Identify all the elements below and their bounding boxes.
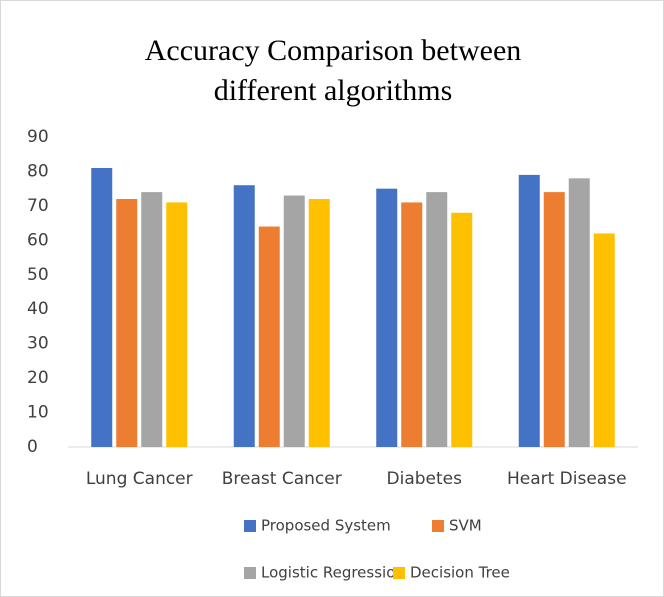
x-tick-label: Diabetes (387, 469, 463, 489)
chart-title: Accuracy Comparison between different al… (144, 34, 522, 107)
y-tick-label: 80 (27, 161, 49, 181)
bar (166, 202, 188, 447)
bar (258, 226, 280, 447)
bar (376, 188, 398, 447)
bar (426, 192, 448, 447)
legend-label: Proposed System (261, 517, 391, 535)
bar (568, 178, 590, 448)
bar (543, 192, 565, 447)
y-tick-label: 70 (27, 196, 49, 216)
x-tick-label: Heart Disease (507, 469, 627, 489)
bar (451, 212, 473, 447)
x-tick-label: Breast Cancer (222, 469, 342, 489)
y-tick-label: 40 (27, 299, 49, 319)
legend-label: Decision Tree (410, 564, 510, 582)
y-tick-label: 10 (27, 403, 49, 423)
legend-label: SVM (449, 517, 482, 535)
legend-swatch (244, 520, 256, 532)
legend-swatch (244, 567, 256, 579)
bar (518, 174, 540, 447)
bar (593, 233, 615, 447)
bar (308, 199, 330, 447)
y-tick-label: 30 (27, 334, 49, 354)
y-tick-label: 50 (27, 265, 49, 285)
bar (116, 199, 138, 447)
y-tick-label: 90 (27, 127, 49, 147)
y-tick-label: 20 (27, 368, 49, 388)
legend-swatch (432, 520, 444, 532)
y-tick-label: 0 (27, 437, 38, 457)
bar (233, 185, 255, 447)
bar (141, 192, 163, 447)
bar (401, 202, 423, 447)
bar (91, 168, 113, 447)
x-tick-label: Lung Cancer (86, 469, 193, 489)
legend-label: Logistic Regression (261, 564, 405, 582)
legend-swatch (393, 567, 405, 579)
y-tick-label: 60 (27, 230, 49, 250)
bar (283, 195, 305, 447)
